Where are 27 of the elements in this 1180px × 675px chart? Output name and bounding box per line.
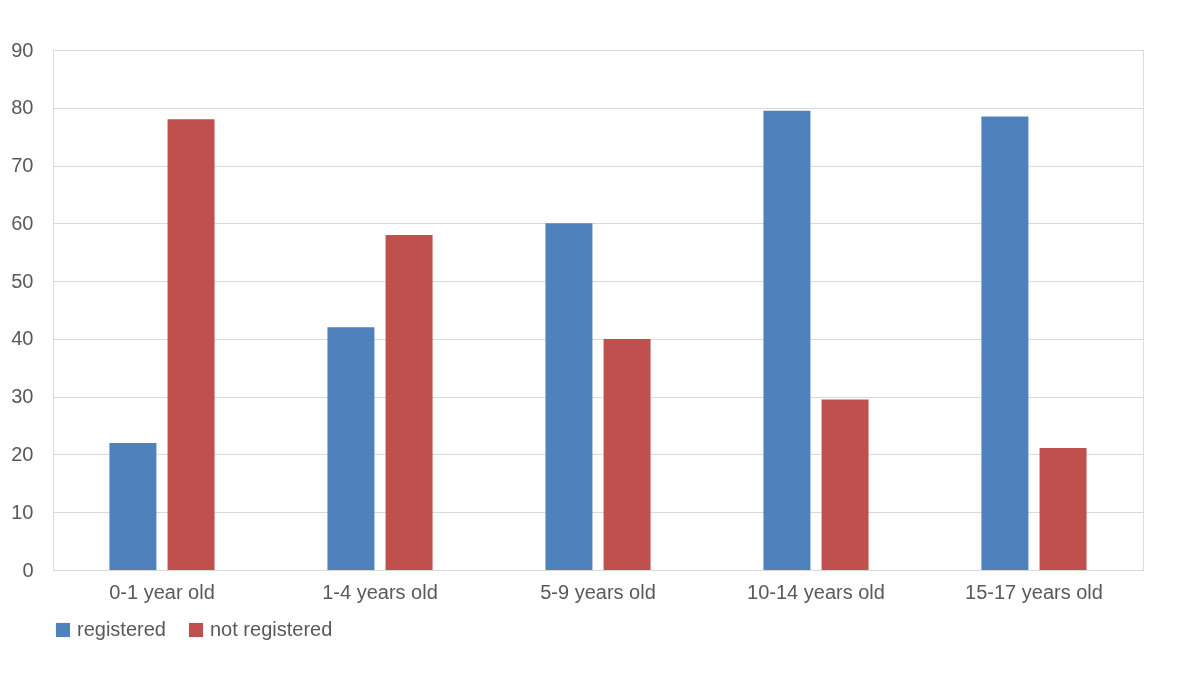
x-tick-label: 0-1 year old (109, 580, 215, 603)
bar (821, 399, 869, 570)
bar (109, 442, 157, 570)
x-tick-label: 1-4 years old (322, 580, 438, 603)
bar (763, 110, 811, 570)
y-tick-label: 90 (11, 38, 34, 61)
legend-label: not registered (210, 618, 333, 640)
bar (603, 338, 651, 570)
y-tick-label: 10 (11, 500, 34, 523)
y-tick-label: 80 (11, 96, 34, 119)
bar (327, 327, 375, 570)
y-tick-label: 40 (11, 327, 34, 350)
bar (167, 119, 215, 570)
y-tick-label: 30 (11, 385, 34, 408)
y-tick-label: 50 (11, 269, 34, 292)
bar (1039, 448, 1087, 570)
bar (385, 234, 433, 570)
x-tick-label: 5-9 years old (540, 580, 656, 603)
x-tick-label: 15-17 years old (965, 580, 1103, 603)
bar (981, 116, 1029, 570)
y-tick-label: 60 (11, 211, 34, 234)
bar (545, 223, 593, 570)
x-tick-label: 10-14 years old (747, 580, 885, 603)
legend-label: registered (77, 618, 166, 640)
y-tick-label: 70 (11, 154, 34, 177)
y-tick-label: 20 (11, 442, 34, 465)
y-tick-label: 0 (22, 558, 34, 581)
